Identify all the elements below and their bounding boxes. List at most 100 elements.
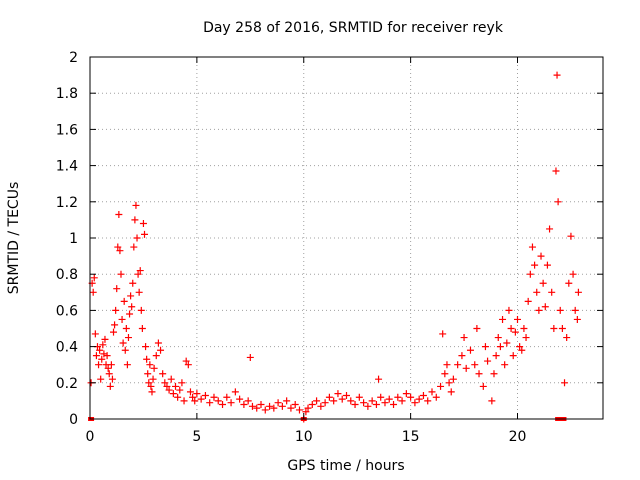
data-point (385, 395, 393, 403)
data-point (317, 402, 325, 410)
data-point (447, 388, 455, 396)
x-axis-tick-labels: 0 5 10 15 20 (86, 429, 527, 445)
data-point (131, 216, 139, 224)
data-point (449, 375, 457, 383)
data-point (511, 328, 519, 336)
data-point (146, 361, 154, 369)
data-point (134, 270, 142, 278)
data-point (227, 399, 235, 407)
data-point (128, 303, 136, 311)
data-point (189, 393, 197, 401)
data-point (471, 361, 479, 369)
data-point (454, 361, 462, 369)
data-point (543, 261, 551, 269)
data-point (574, 288, 582, 296)
data-point (415, 395, 423, 403)
data-point (372, 401, 380, 409)
data-point (541, 303, 549, 311)
data-point (122, 325, 130, 332)
data-point (509, 352, 517, 360)
data-point (537, 252, 545, 260)
data-point (343, 391, 350, 399)
chart-title: Day 258 of 2016, SRMTID for receiver rey… (203, 20, 504, 36)
data-point (490, 370, 498, 378)
data-point (161, 379, 169, 387)
y-tick-label: 0.4 (56, 340, 78, 356)
data-point (443, 361, 451, 369)
data-point (481, 343, 489, 351)
data-point (528, 243, 536, 251)
data-point (105, 370, 113, 378)
data-point (479, 382, 487, 390)
data-point (503, 339, 511, 347)
x-tick-label: 15 (402, 429, 420, 445)
data-point (507, 325, 515, 332)
data-point (270, 404, 278, 412)
data-point (381, 399, 389, 407)
data-point (514, 315, 521, 323)
x-tick-label: 10 (295, 429, 313, 445)
data-point (104, 364, 112, 372)
y-tick-label: 2 (69, 50, 78, 66)
data-point (127, 292, 135, 300)
data-point (473, 325, 481, 332)
data-point (248, 402, 256, 410)
data-point (531, 261, 539, 269)
data-point (556, 306, 564, 314)
data-point (291, 401, 299, 409)
x-axis-label: GPS time / hours (287, 458, 404, 474)
data-point (561, 379, 569, 387)
data-point (114, 243, 122, 251)
data-point (145, 379, 153, 387)
data-point (240, 401, 248, 409)
data-point (91, 330, 99, 338)
data-point (533, 288, 541, 296)
data-point (246, 353, 254, 361)
data-point (261, 406, 269, 414)
data-point (174, 393, 182, 401)
data-point (494, 334, 502, 342)
data-point (172, 382, 179, 390)
data-point (535, 306, 543, 314)
data-point (518, 346, 526, 354)
data-point (99, 341, 107, 349)
data-point (441, 370, 449, 378)
data-point (501, 361, 509, 369)
data-point (106, 382, 114, 390)
data-point (144, 370, 152, 378)
y-axis-tick-labels: 0 0.2 0.4 0.6 0.8 1 1.2 1.4 1.6 1.8 2 (56, 50, 78, 428)
data-point (496, 343, 504, 351)
data-point (505, 306, 513, 314)
data-point (132, 201, 140, 209)
data-point (278, 402, 286, 410)
y-axis-label: SRMTID / TECUs (6, 182, 22, 295)
data-point (424, 397, 432, 405)
data-point (266, 402, 274, 410)
data-point (169, 390, 177, 398)
data-point (573, 315, 581, 323)
data-point (89, 288, 97, 296)
data-point (398, 397, 406, 405)
axis-ticks (89, 56, 603, 420)
data-point (154, 339, 162, 347)
data-point (184, 361, 192, 369)
data-point (113, 285, 121, 293)
data-point (428, 388, 436, 396)
data-point (287, 404, 295, 412)
data-point (567, 232, 575, 240)
data-point (499, 315, 507, 323)
data-point (520, 325, 528, 332)
data-point (539, 279, 547, 287)
data-point (302, 408, 310, 416)
data-point (141, 230, 149, 238)
data-point (338, 395, 346, 403)
data-point (253, 404, 261, 412)
data-point (95, 361, 103, 369)
data-point (135, 288, 143, 296)
data-point (407, 393, 415, 401)
data-point (117, 270, 125, 278)
data-point (182, 357, 190, 365)
data-point (116, 247, 124, 255)
data-point (101, 335, 109, 343)
data-point (143, 355, 151, 363)
